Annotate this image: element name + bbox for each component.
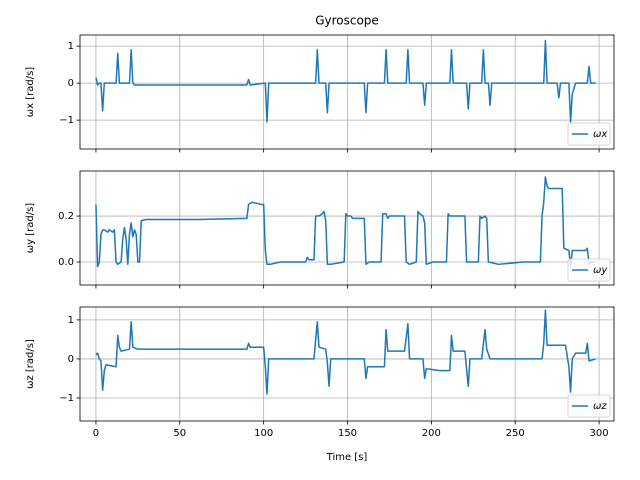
y-axis-label: ωz [rad/s] xyxy=(25,339,36,389)
legend-box xyxy=(567,394,611,418)
y-tick-label: 0 xyxy=(68,354,74,365)
x-tick-label: 100 xyxy=(254,428,273,439)
x-tick-label: 150 xyxy=(338,428,357,439)
data-line xyxy=(95,39,596,123)
plot-area xyxy=(95,39,596,123)
data-line xyxy=(95,309,596,395)
y-tick-label: 0.0 xyxy=(58,257,74,268)
y-tick-label: −1 xyxy=(59,393,74,404)
legend-label: ωz xyxy=(593,401,607,412)
x-tick-label: 0 xyxy=(93,428,99,439)
x-tick-label: 300 xyxy=(590,428,609,439)
x-tick-label: 50 xyxy=(173,428,186,439)
axes-frame xyxy=(79,170,615,286)
y-tick-label: 0 xyxy=(68,78,74,89)
x-axis-label: Time [s] xyxy=(326,452,368,463)
plot-area xyxy=(95,176,596,268)
y-tick-label: 1 xyxy=(68,41,74,52)
y-tick-label: 1 xyxy=(68,315,74,326)
legend-label: ωy xyxy=(593,265,608,276)
y-tick-label: −1 xyxy=(59,115,74,126)
x-tick-label: 250 xyxy=(506,428,525,439)
chart-title: Gyroscope xyxy=(315,14,379,28)
data-line xyxy=(95,176,596,268)
legend-box xyxy=(567,258,611,282)
y-tick-label: 0.2 xyxy=(58,211,74,222)
y-axis-label: ωy [rad/s] xyxy=(25,203,36,254)
axes-frame xyxy=(79,34,615,150)
legend-label: ωx xyxy=(593,129,607,140)
y-axis-label: ωx [rad/s] xyxy=(25,67,36,118)
x-tick-label: 200 xyxy=(422,428,441,439)
axes-frame xyxy=(79,306,615,422)
legend-box xyxy=(567,122,611,146)
plot-area xyxy=(95,309,596,395)
